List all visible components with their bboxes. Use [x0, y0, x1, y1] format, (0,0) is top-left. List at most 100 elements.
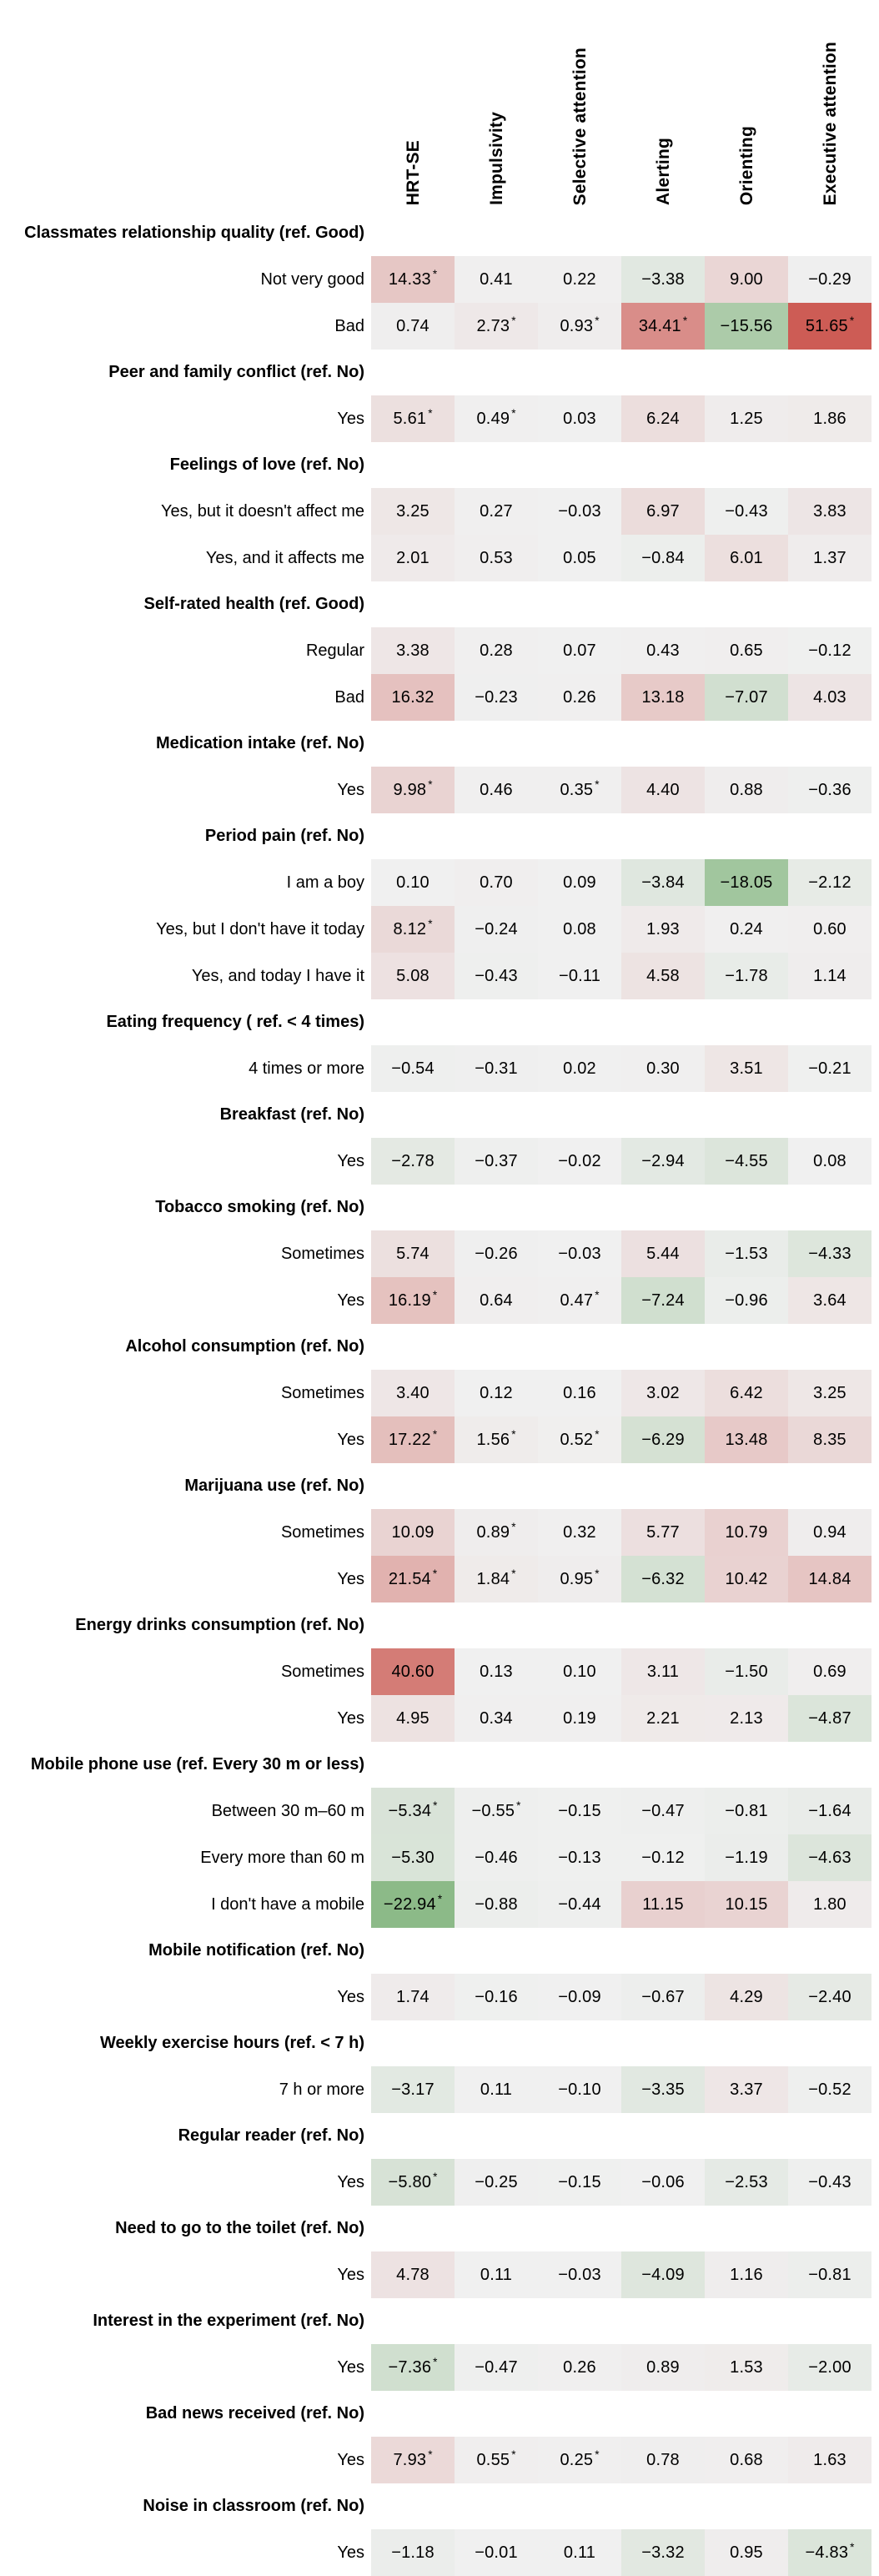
cell-value: 3.37: [730, 2080, 763, 2099]
column-header-label: Alerting: [653, 138, 673, 205]
heatmap-cell: 5.74: [371, 1230, 455, 1277]
group-header: Breakfast (ref. No): [219, 1105, 364, 1124]
row-cells: 14.33 * 0.41 0.22 −3.38 9.00 −0.29: [371, 256, 871, 303]
heatmap-row: Yes 4.95 0.34 0.19 2.21 2.13 −4.87: [0, 1695, 879, 1742]
heatmap-cell: 0.49 *: [455, 395, 538, 442]
variable-group: Eating frequency ( ref. < 4 times) 4 time…: [0, 999, 879, 1092]
heatmap-cell: −7.07: [705, 674, 788, 721]
heatmap-row: Bad 16.32 −0.23 0.26 13.18 −7.07 4.03: [0, 674, 879, 721]
heatmap-cell: −0.15: [538, 2159, 621, 2206]
row-cells: 16.32 −0.23 0.26 13.18 −7.07 4.03: [371, 674, 871, 721]
cell-value: −0.55: [471, 1801, 515, 1820]
heatmap-cell: −0.03: [538, 488, 621, 535]
cell-value: 4.29: [730, 1987, 763, 2006]
cell-value: 3.38: [396, 641, 429, 660]
heatmap-cell: 9.98 *: [371, 767, 455, 813]
cell-value: −0.13: [558, 1848, 601, 1867]
cell-value: 1.56: [476, 1430, 510, 1449]
heatmap-cell: −0.81: [788, 2251, 871, 2298]
cell-value: −18.05: [720, 873, 773, 892]
heatmap-cell: −0.55 *: [455, 1788, 538, 1834]
cell-value: −0.12: [641, 1848, 685, 1867]
cell-value: −4.33: [808, 1244, 851, 1263]
heatmap-cell: 1.74: [371, 1974, 455, 2020]
heatmap-row: Yes −5.80 * −0.25 −0.15 −0.06 −2.53 −0.43: [0, 2159, 879, 2206]
cell-value: −6.29: [641, 1430, 685, 1449]
cell-value: −0.11: [558, 966, 601, 985]
heatmap-cell: −0.29: [788, 256, 871, 303]
heatmap-cell: −1.18: [371, 2529, 455, 2576]
heatmap-cell: −0.10: [538, 2066, 621, 2113]
cell-value: −1.53: [725, 1244, 768, 1263]
heatmap-cell: −4.63: [788, 1834, 871, 1881]
heatmap-cell: −22.94 *: [371, 1881, 455, 1928]
cell-value: −0.24: [475, 919, 518, 938]
row-label: Between 30 m–60 m: [211, 1801, 364, 1820]
cell-value: −0.15: [558, 1801, 601, 1820]
cell-value: −0.12: [808, 641, 851, 660]
cell-value: 7.93: [393, 2450, 427, 2469]
cell-value: 3.64: [813, 1291, 846, 1310]
cell-value: −0.52: [808, 2080, 851, 2099]
cell-value: −7.36: [388, 2357, 432, 2377]
heatmap-cell: 0.53: [455, 535, 538, 581]
cell-value: −2.40: [808, 1987, 851, 2006]
cell-value: 0.13: [480, 1662, 513, 1681]
heatmap-row: Sometimes 3.40 0.12 0.16 3.02 6.42 3.25: [0, 1370, 879, 1416]
group-header: Self-rated health (ref. Good): [143, 595, 364, 613]
heatmap-cell: 3.40: [371, 1370, 455, 1416]
heatmap-cell: 1.16: [705, 2251, 788, 2298]
cell-value: −0.46: [475, 1848, 518, 1867]
heatmap-cell: 0.43: [621, 627, 705, 674]
cell-value: 0.08: [563, 919, 596, 938]
heatmap-row: Yes 21.54 * 1.84 * 0.95 * −6.32 10.42 14.84: [0, 1556, 879, 1602]
heatmap-cell: 0.11: [455, 2066, 538, 2113]
heatmap-cell: 0.52 *: [538, 1416, 621, 1463]
heatmap-cell: 0.35 *: [538, 767, 621, 813]
heatmap-cell: 1.80: [788, 1881, 871, 1928]
heatmap-cell: 0.12: [455, 1370, 538, 1416]
cell-value: 1.74: [396, 1987, 429, 2006]
cell-value: 1.37: [813, 548, 846, 567]
row-cells: 16.19 * 0.64 0.47 * −7.24 −0.96 3.64: [371, 1277, 871, 1324]
heatmap-cell: −3.38: [621, 256, 705, 303]
heatmap-cell: 0.70: [455, 859, 538, 906]
heatmap-cell: 4.78: [371, 2251, 455, 2298]
cell-value: 6.97: [646, 501, 680, 521]
group-header: Mobile notification (ref. No): [148, 1941, 364, 1960]
row-cells: −0.54 −0.31 0.02 0.30 3.51 −0.21: [371, 1045, 871, 1092]
cell-value: −0.37: [475, 1151, 518, 1170]
heatmap-cell: −0.88: [455, 1881, 538, 1928]
cell-value: 3.25: [396, 501, 429, 521]
heatmap-cell: −0.37: [455, 1138, 538, 1185]
row-cells: 9.98 * 0.46 0.35 * 4.40 0.88 −0.36: [371, 767, 871, 813]
heatmap-cell: −1.19: [705, 1834, 788, 1881]
row-label: Yes: [337, 1291, 364, 1310]
cell-value: −0.03: [558, 501, 601, 521]
heatmap-row: Yes 1.74 −0.16 −0.09 −0.67 4.29 −2.40: [0, 1974, 879, 2020]
heatmap-cell: −0.26: [455, 1230, 538, 1277]
heatmap-cell: −0.02: [538, 1138, 621, 1185]
row-label: Sometimes: [280, 1383, 364, 1402]
row-cells: 21.54 * 1.84 * 0.95 * −6.32 10.42 14.84: [371, 1556, 871, 1602]
cell-value: 9.00: [730, 269, 763, 289]
cell-value: 40.60: [391, 1662, 434, 1681]
cell-value: −1.19: [725, 1848, 768, 1867]
heatmap-cell: −2.40: [788, 1974, 871, 2020]
heatmap-cell: 0.02: [538, 1045, 621, 1092]
cell-value: −4.55: [725, 1151, 768, 1170]
heatmap-cell: 0.95 *: [538, 1556, 621, 1602]
heatmap-cell: 0.07: [538, 627, 621, 674]
variable-group: Alcohol consumption (ref. No) Sometimes 3.…: [0, 1324, 879, 1463]
heatmap-cell: −3.17: [371, 2066, 455, 2113]
heatmap-cell: −3.32: [621, 2529, 705, 2576]
heatmap-cell: 13.18: [621, 674, 705, 721]
variable-group: Regular reader (ref. No) Yes −5.80 * −0.25 −0…: [0, 2113, 879, 2206]
cell-value: 0.47: [560, 1291, 594, 1310]
heatmap-row: Yes −1.18 −0.01 0.11 −3.32 0.95 −4.83 *: [0, 2529, 879, 2576]
row-label: I don't have a mobile: [211, 1894, 364, 1914]
cell-value: 0.26: [563, 2357, 596, 2377]
heatmap-cell: −0.09: [538, 1974, 621, 2020]
cell-value: −0.84: [641, 548, 685, 567]
variable-group: Self-rated health (ref. Good) Regular 3.38…: [0, 581, 879, 721]
